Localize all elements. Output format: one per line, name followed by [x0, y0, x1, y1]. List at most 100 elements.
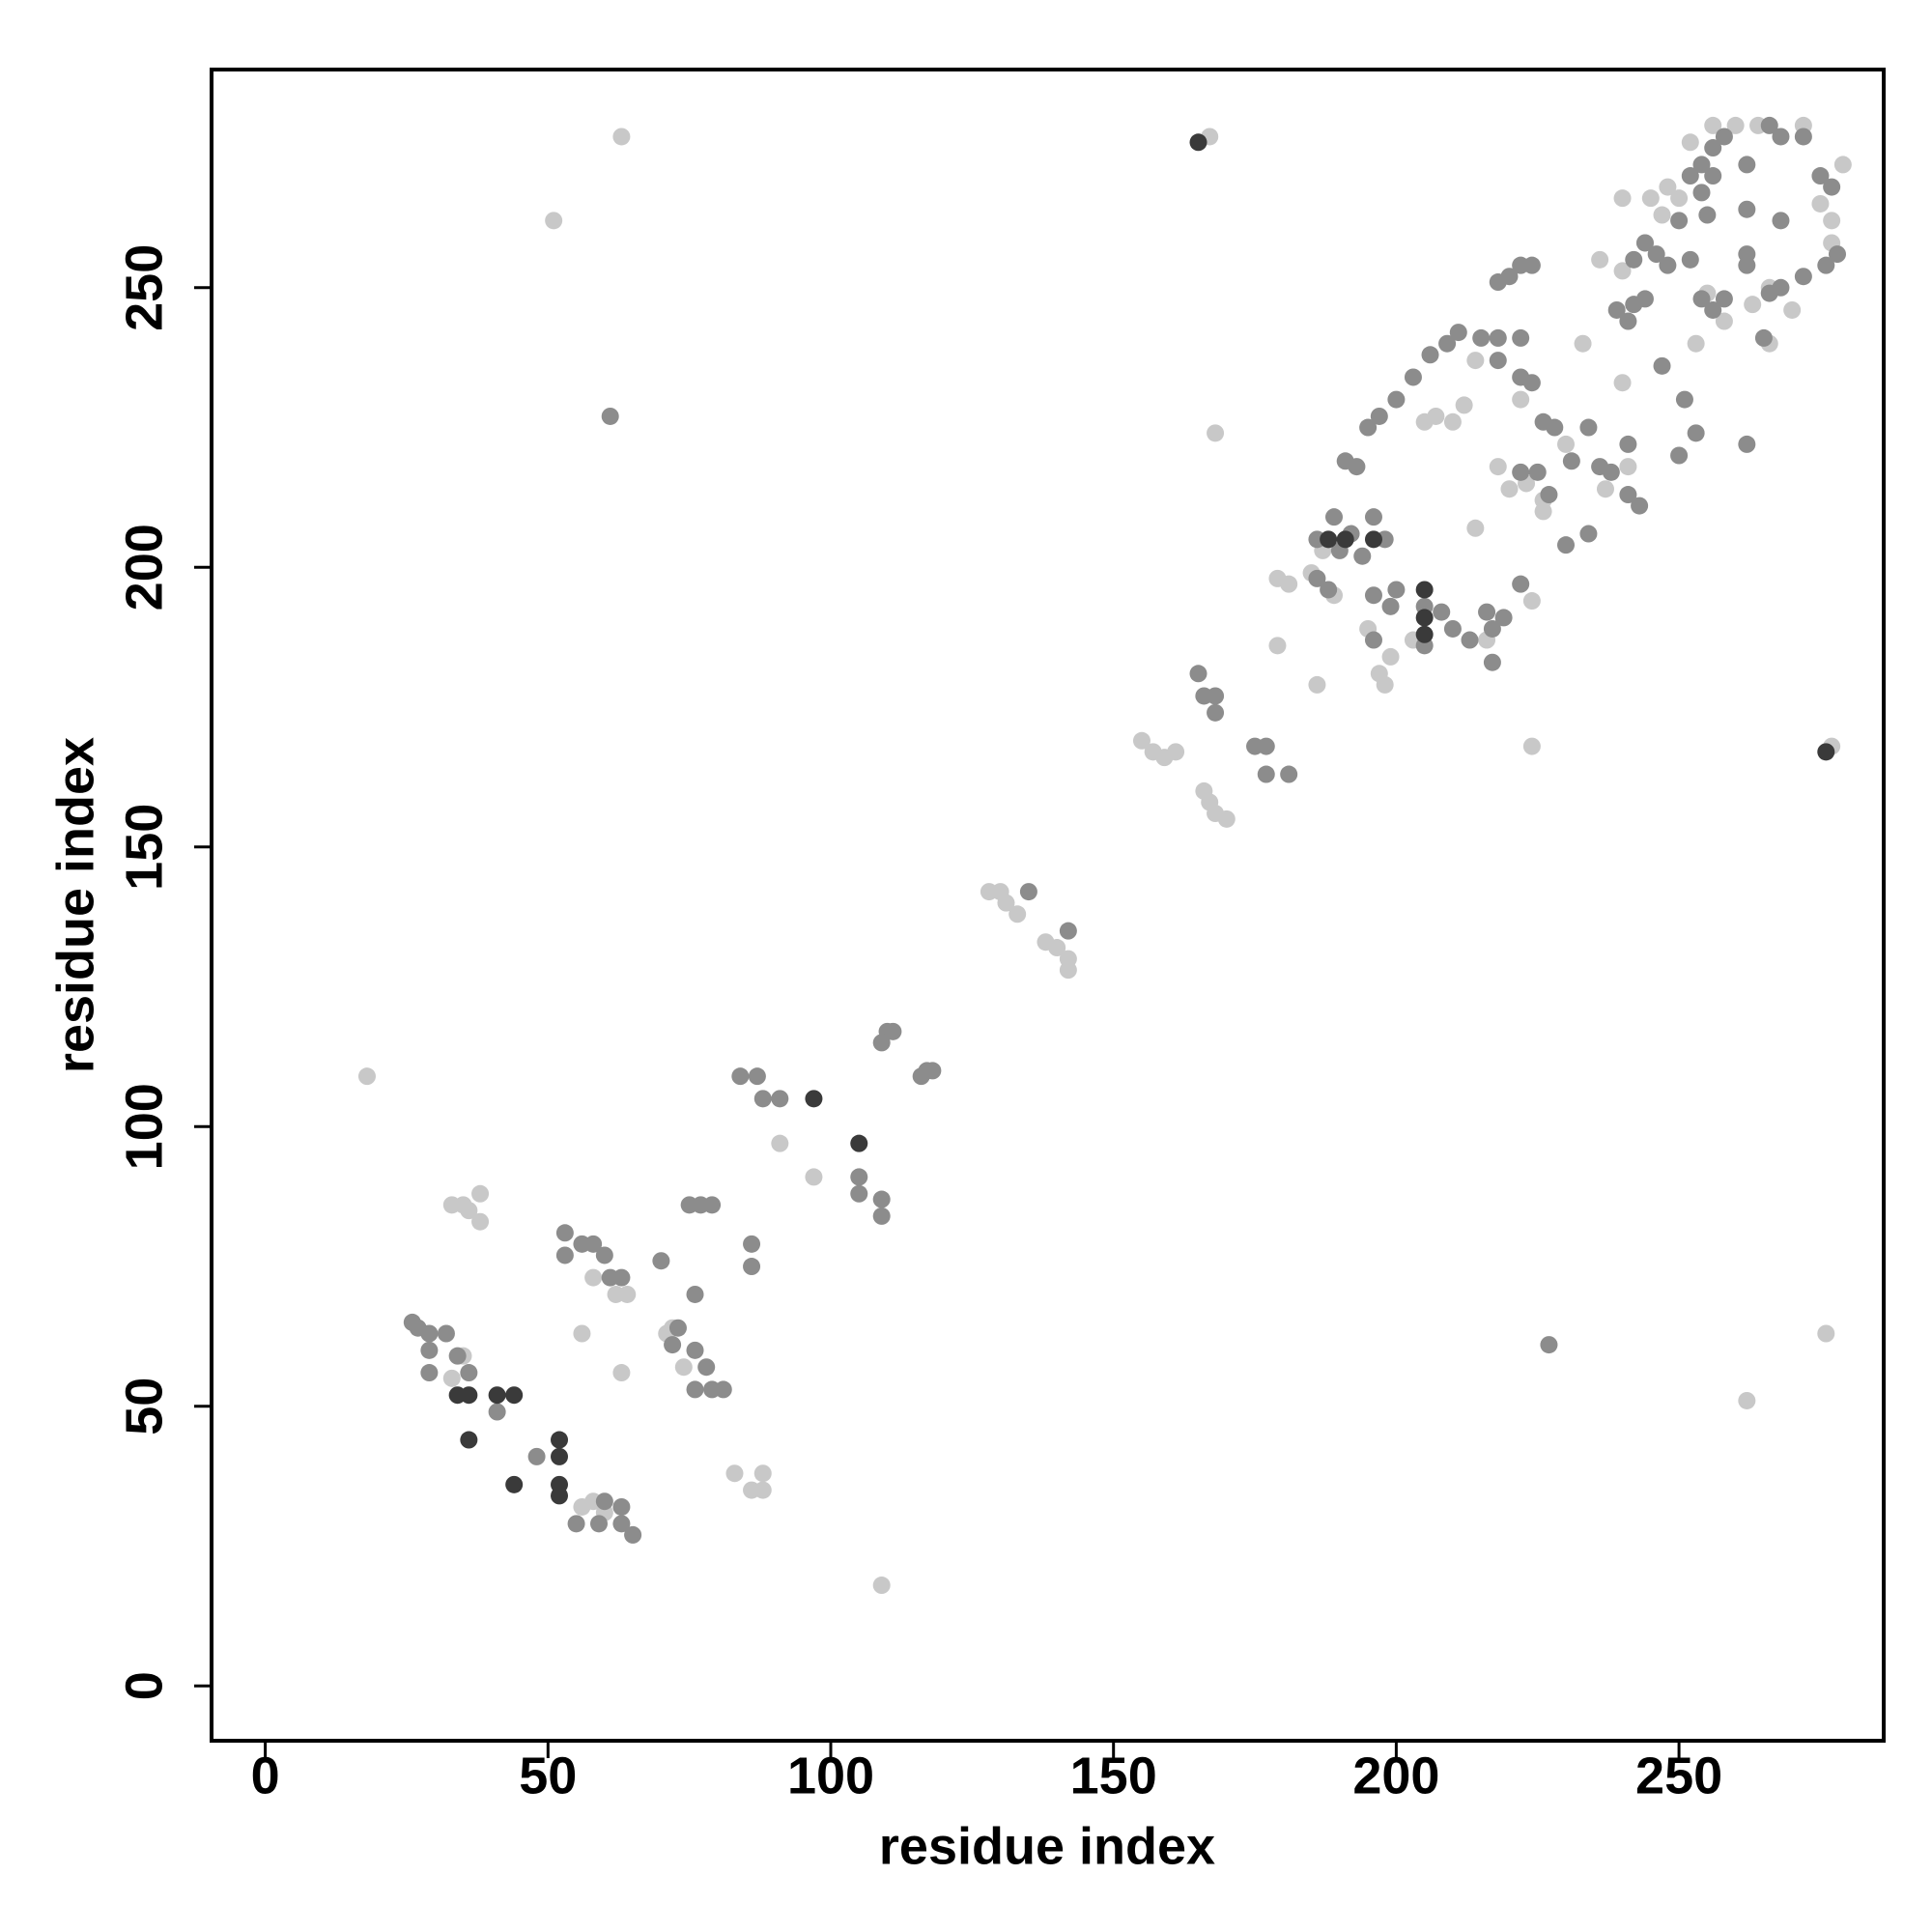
point — [1336, 530, 1354, 549]
point — [1744, 296, 1762, 314]
point — [1387, 581, 1406, 599]
point — [1579, 525, 1598, 543]
point — [1421, 346, 1439, 364]
x-tick-label: 200 — [1352, 1747, 1439, 1804]
point — [1443, 412, 1462, 431]
point — [1726, 116, 1745, 134]
point — [471, 1184, 490, 1203]
y-tick-label: 50 — [115, 1378, 173, 1435]
point — [1833, 156, 1852, 174]
point — [1738, 156, 1756, 174]
point — [1823, 178, 1841, 196]
point — [1631, 497, 1649, 515]
point — [1438, 334, 1457, 353]
point — [1653, 356, 1671, 375]
point — [850, 1184, 868, 1203]
point — [488, 1386, 506, 1405]
point — [1811, 194, 1830, 213]
point — [1704, 167, 1722, 185]
point — [697, 1358, 716, 1377]
point — [567, 1515, 585, 1533]
point — [1817, 1324, 1835, 1343]
point — [1625, 250, 1643, 269]
point — [1370, 665, 1388, 683]
point — [1167, 743, 1185, 761]
point — [1449, 324, 1467, 342]
point — [1364, 530, 1382, 549]
point — [1494, 609, 1513, 627]
y-tick-label: 250 — [115, 244, 173, 331]
point — [674, 1358, 693, 1377]
x-tick-label: 150 — [1070, 1747, 1157, 1804]
point — [1772, 128, 1790, 146]
point — [488, 1403, 506, 1421]
point — [1540, 1336, 1558, 1354]
point — [1257, 737, 1275, 755]
point — [1207, 687, 1225, 705]
point — [664, 1336, 682, 1354]
x-tick-label: 0 — [251, 1747, 280, 1804]
point — [872, 1034, 891, 1052]
point — [1415, 625, 1434, 643]
plot-frame — [210, 68, 1886, 1743]
point — [1659, 256, 1677, 274]
point — [1670, 212, 1689, 230]
point — [1415, 581, 1434, 599]
point — [551, 1431, 569, 1449]
point — [1794, 268, 1812, 286]
point — [555, 1246, 574, 1264]
point — [1353, 547, 1372, 565]
point — [1308, 675, 1326, 694]
point — [1692, 184, 1711, 202]
point — [1489, 328, 1507, 347]
point — [1828, 245, 1846, 264]
point — [1602, 463, 1620, 481]
point — [1189, 665, 1208, 683]
point — [573, 1324, 591, 1343]
y-axis-label: residue index — [46, 737, 104, 1073]
point — [753, 1464, 772, 1483]
point — [1483, 619, 1501, 638]
point — [1500, 268, 1519, 286]
point — [1325, 508, 1344, 526]
point — [1675, 390, 1693, 409]
point — [1280, 575, 1298, 593]
point — [1704, 116, 1722, 134]
point — [1489, 352, 1507, 370]
point — [595, 1492, 613, 1511]
point — [1692, 156, 1711, 174]
point — [686, 1285, 704, 1303]
point — [1443, 619, 1462, 638]
point — [884, 1022, 902, 1040]
point — [872, 1190, 891, 1208]
point — [448, 1386, 467, 1405]
point — [1738, 200, 1756, 218]
point — [1670, 446, 1689, 465]
point — [1670, 189, 1689, 208]
point — [1512, 390, 1530, 409]
point — [1687, 424, 1705, 442]
point — [1466, 519, 1485, 537]
point — [686, 1380, 704, 1399]
point — [1059, 922, 1077, 940]
point — [612, 1364, 631, 1382]
point — [1512, 463, 1530, 481]
point — [448, 1347, 467, 1365]
point — [471, 1212, 490, 1231]
point — [420, 1341, 439, 1359]
point — [1048, 939, 1066, 957]
point — [1540, 486, 1558, 504]
point — [1760, 284, 1778, 302]
point — [1528, 463, 1547, 481]
point — [1738, 245, 1756, 264]
point — [1817, 256, 1835, 274]
y-tick-label: 100 — [115, 1083, 173, 1170]
point — [1522, 256, 1541, 274]
point — [1500, 480, 1519, 498]
point — [1704, 139, 1722, 157]
point — [652, 1252, 670, 1270]
point — [1794, 128, 1812, 146]
point — [1596, 480, 1614, 498]
point — [1659, 178, 1677, 196]
